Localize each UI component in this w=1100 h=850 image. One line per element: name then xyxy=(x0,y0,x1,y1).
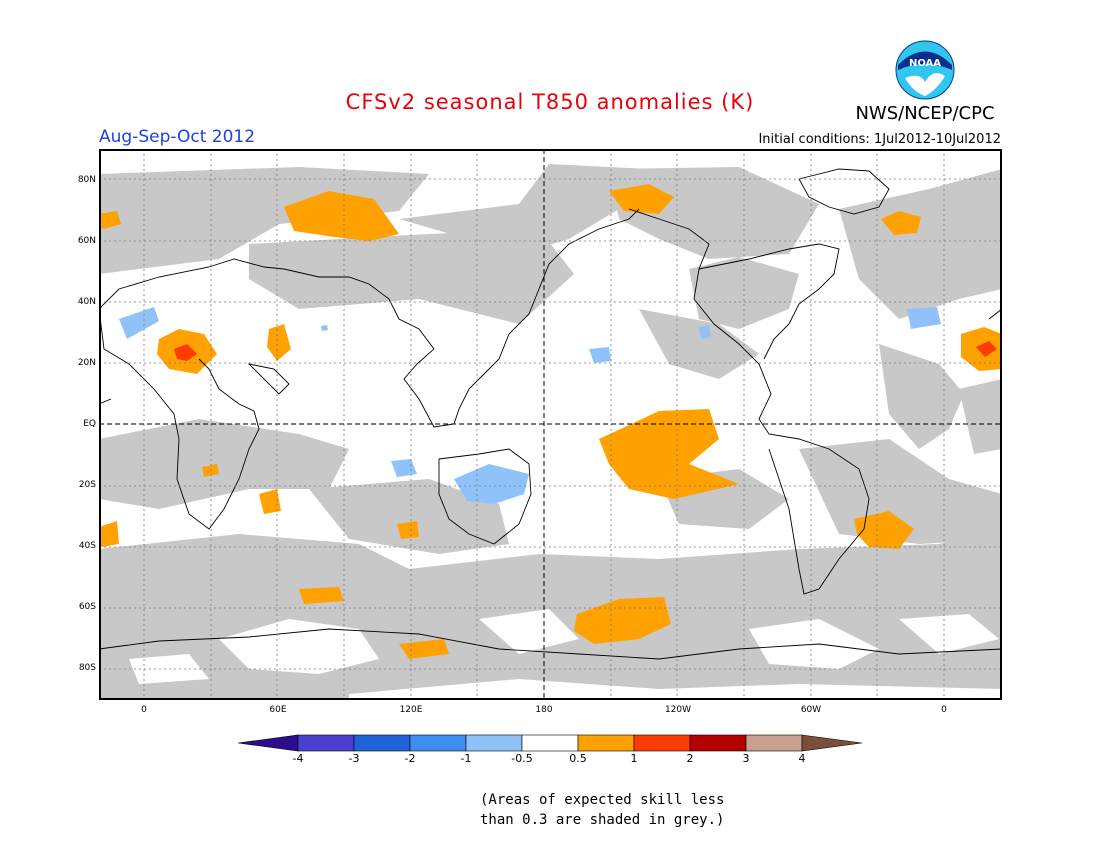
colorbar-bin-0p5 xyxy=(577,734,635,752)
skill-note: (Areas of expected skill less than 0.3 a… xyxy=(480,790,724,830)
color-scale-bar xyxy=(238,734,862,752)
colorbar-label: 4 xyxy=(798,752,806,765)
lat-label-40s: 40S xyxy=(78,541,96,551)
cool-anomaly-regions xyxy=(119,307,941,504)
colorbar-bin-neutral xyxy=(521,734,579,752)
anomaly-map xyxy=(99,149,1002,700)
colorbar-bin-minus2 xyxy=(409,734,467,752)
initial-conditions-label: Initial conditions: 1Jul2012-10Jul2012 xyxy=(758,132,1001,147)
lon-label-60e: 60E xyxy=(269,705,287,715)
lon-label-0-west: 0 xyxy=(141,705,147,715)
map-title: CFSv2 seasonal T850 anomalies (K) xyxy=(345,90,755,114)
agency-label: NWS/NCEP/CPC xyxy=(855,103,995,124)
lon-label-0-east: 0 xyxy=(941,705,947,715)
period-label: Aug-Sep-Oct 2012 xyxy=(99,127,256,147)
lat-label-20s: 20S xyxy=(78,480,96,490)
lat-label-eq: EQ xyxy=(83,419,96,429)
lon-label-120e: 120E xyxy=(399,705,423,715)
reference-lines xyxy=(99,149,1002,700)
logo-text: NOAA xyxy=(909,58,941,69)
lat-label-20n: 20N xyxy=(77,358,96,368)
lon-label-60w: 60W xyxy=(800,705,822,715)
skill-note-line2: than 0.3 are shaded in grey.) xyxy=(480,812,725,828)
colorbar-bin-minus1 xyxy=(465,734,523,752)
colorbar-bin-2 xyxy=(689,734,747,752)
colorbar-label: 1 xyxy=(630,752,638,765)
colorbar-bin-3 xyxy=(745,734,803,752)
hot-anomaly-regions xyxy=(174,341,997,361)
colorbar-label: 3 xyxy=(742,752,750,765)
colorbar-bin-minus3 xyxy=(353,734,411,752)
lon-label-180: 180 xyxy=(535,705,553,715)
colorbar-bin-1 xyxy=(633,734,691,752)
colorbar-label: -1 xyxy=(460,752,472,765)
lon-label-120w: 120W xyxy=(664,705,692,715)
colorbar-label: -0.5 xyxy=(511,752,533,765)
lat-label-60n: 60N xyxy=(77,236,96,246)
colorbar-label: -2 xyxy=(404,752,416,765)
colorbar-label: -4 xyxy=(292,752,304,765)
lat-label-40n: 40N xyxy=(77,297,96,307)
skill-note-line1: (Areas of expected skill less xyxy=(480,792,725,808)
colorbar-label: 0.5 xyxy=(569,752,587,765)
lat-label-80n: 80N xyxy=(77,175,96,185)
coastlines xyxy=(99,168,1002,660)
colorbar-label: -3 xyxy=(348,752,360,765)
colorbar-bin-gt-4 xyxy=(801,734,862,752)
colorbar-bin-minus4 xyxy=(297,734,355,752)
lat-label-60s: 60S xyxy=(78,602,96,612)
noaa-logo: NOAA xyxy=(895,40,955,100)
colorbar-label: 2 xyxy=(686,752,694,765)
lat-label-80s: 80S xyxy=(78,663,96,673)
graticule xyxy=(99,149,1002,700)
colorbar-bin-lt-minus4 xyxy=(238,734,299,752)
